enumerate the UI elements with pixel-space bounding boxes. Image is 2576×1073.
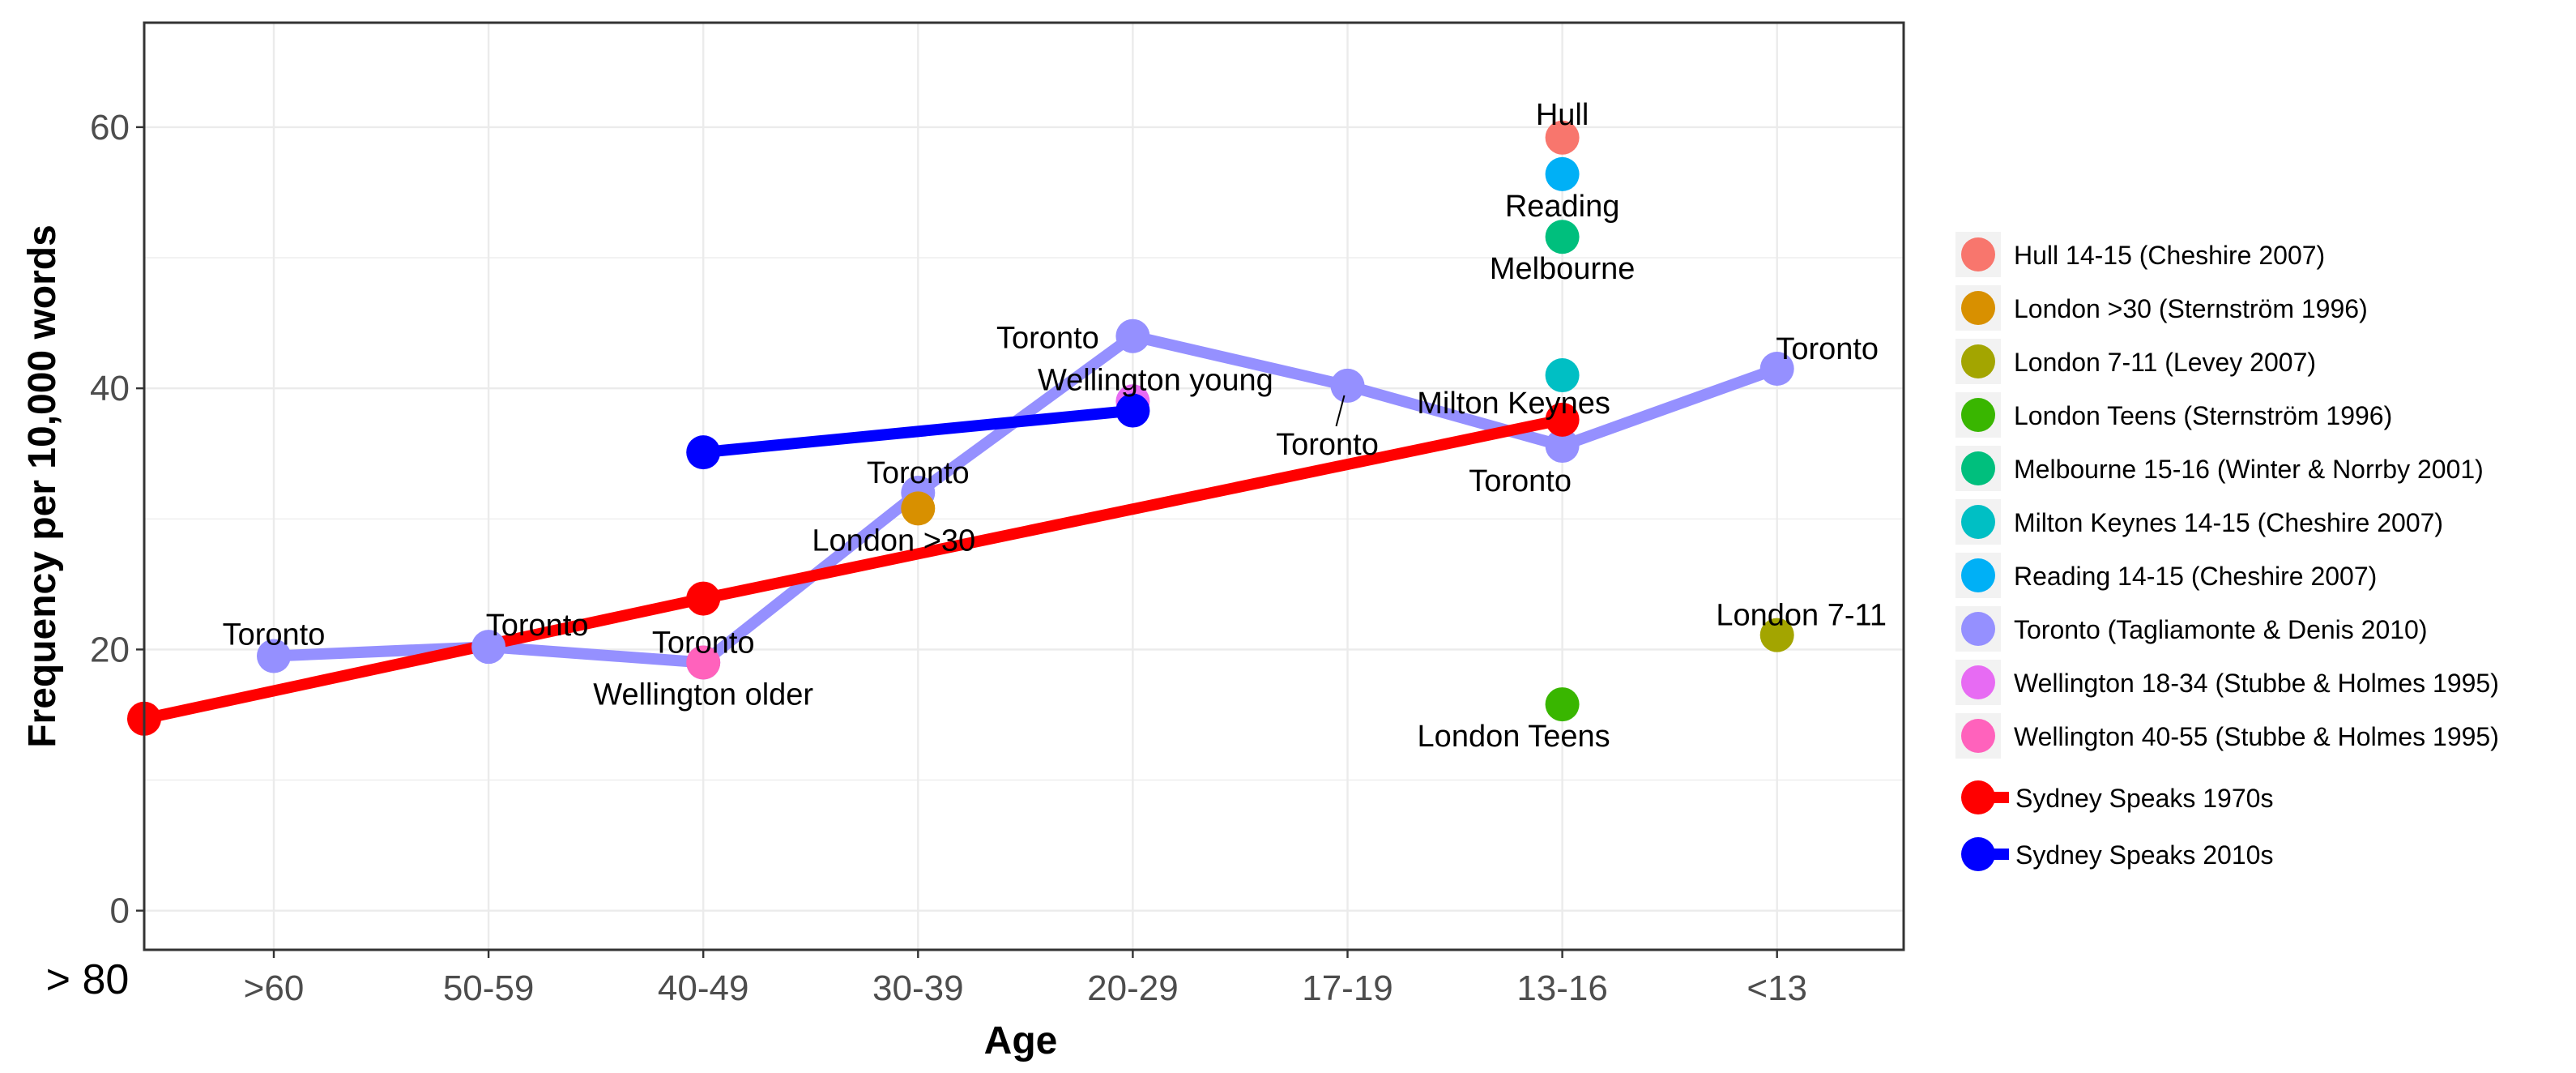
x-first-label: > 80 bbox=[46, 956, 130, 1003]
legend-label: Sydney Speaks 2010s bbox=[2015, 840, 2273, 870]
y-tick-label: 60 bbox=[90, 108, 130, 147]
x-tick-label: 20-29 bbox=[1087, 968, 1179, 1008]
point-label: London Teens bbox=[1418, 720, 1610, 754]
plot-border bbox=[143, 21, 1905, 951]
legend-key-milton-keynes-14-15-cheshire-2007 bbox=[1961, 505, 1995, 539]
point-milton-keynes-14-15-cheshire-2007 bbox=[1545, 358, 1580, 393]
point-label: Reading bbox=[1505, 190, 1620, 224]
point-london-7-11-levey-2007 bbox=[1759, 618, 1794, 652]
point-label: Toronto bbox=[996, 322, 1099, 356]
legend-key-sydney-speaks-1970s bbox=[1961, 780, 1995, 814]
point-wellington-40-55-stubbe-holmes-1995 bbox=[686, 645, 721, 680]
x-axis-ticks: >60 50-59 40-49 30-39 20-29 17-19 13-16 <13 bbox=[244, 950, 1807, 1008]
point-london-teens-sternstr-m-1996 bbox=[1545, 687, 1580, 722]
x-axis-title: Age bbox=[984, 1020, 1058, 1062]
point-melbourne-15-16-winter-norrby-2001 bbox=[1545, 220, 1580, 254]
point-label: Wellington young bbox=[1038, 363, 1273, 397]
legend-key-reading-14-15-cheshire-2007 bbox=[1961, 558, 1995, 592]
point-labels: Toronto Toronto Toronto Toronto Toronto Toron… bbox=[223, 98, 1887, 754]
point-label: Wellington older bbox=[593, 678, 813, 712]
legend-key-toronto-tagliamonte-denis-2010 bbox=[1961, 612, 1995, 646]
point-sydney-speaks-1970s bbox=[1545, 402, 1580, 437]
point-label: Toronto bbox=[1276, 428, 1379, 462]
y-axis-ticks: 0 20 40 60 bbox=[90, 108, 144, 931]
x-tick-label: 30-39 bbox=[872, 968, 964, 1008]
point-toronto-tagliamonte-denis-2010 bbox=[1115, 318, 1150, 353]
legend-label: London 7-11 (Levey 2007) bbox=[2014, 348, 2316, 377]
toronto-line bbox=[273, 330, 1780, 669]
legend-label: London Teens (Sternström 1996) bbox=[2014, 401, 2392, 430]
legend-key-sydney-speaks-2010s bbox=[1961, 837, 1995, 871]
y-tick-label: 0 bbox=[110, 891, 130, 931]
legend-key-wellington-18-34-stubbe-holmes-1995 bbox=[1961, 665, 1995, 699]
x-tick-label: 50-59 bbox=[443, 968, 535, 1008]
legend-label: Wellington 40-55 (Stubbe & Holmes 1995) bbox=[2014, 722, 2499, 751]
point-reading-14-15-cheshire-2007 bbox=[1545, 156, 1580, 191]
point-toronto-tagliamonte-denis-2010 bbox=[1759, 351, 1794, 386]
point-label: Toronto bbox=[1776, 332, 1879, 366]
legend-label: Wellington 18-34 (Stubbe & Holmes 1995) bbox=[2014, 669, 2499, 698]
point-label: Milton Keynes bbox=[1417, 387, 1610, 421]
point-label: Toronto bbox=[1469, 464, 1572, 498]
legend: Hull 14-15 (Cheshire 2007) London >30 (St… bbox=[1955, 232, 2499, 871]
legend-label: Reading 14-15 (Cheshire 2007) bbox=[2014, 562, 2377, 591]
point-hull-14-15-cheshire-2007 bbox=[1545, 120, 1580, 155]
legend-key-hull-14-15-cheshire-2007 bbox=[1961, 237, 1995, 271]
x-tick-label: 17-19 bbox=[1302, 968, 1393, 1008]
point-toronto-tagliamonte-denis-2010 bbox=[257, 639, 291, 673]
point-label: Toronto bbox=[223, 618, 326, 652]
plot-panel bbox=[144, 23, 1904, 950]
points bbox=[127, 120, 1794, 736]
legend-label: Sydney Speaks 1970s bbox=[2015, 784, 2273, 813]
point-sydney-speaks-2010s bbox=[1115, 393, 1150, 428]
point-label: Hull bbox=[1536, 98, 1589, 132]
point-sydney-speaks-2010s bbox=[686, 435, 721, 470]
legend-key-london-30-sternstr-m-1996 bbox=[1961, 291, 1995, 325]
legend-label: Melbourne 15-16 (Winter & Norrby 2001) bbox=[2014, 455, 2484, 484]
point-toronto-tagliamonte-denis-2010 bbox=[1330, 368, 1365, 403]
x-tick-label: 13-16 bbox=[1516, 968, 1608, 1008]
legend-key-melbourne-15-16-winter-norrby-2001 bbox=[1961, 451, 1995, 485]
legend-label: Hull 14-15 (Cheshire 2007) bbox=[2014, 241, 2325, 270]
point-label: Toronto bbox=[867, 456, 970, 490]
y-axis-title: Frequency per 10,000 words bbox=[21, 224, 64, 748]
x-tick-label: >60 bbox=[244, 968, 305, 1008]
y-tick-label: 40 bbox=[90, 369, 130, 408]
legend-label: Milton Keynes 14-15 (Cheshire 2007) bbox=[2014, 508, 2443, 537]
point-label: Toronto bbox=[652, 626, 755, 660]
legend-key-london-teens-sternstr-m-1996 bbox=[1961, 398, 1995, 432]
x-tick-label: 40-49 bbox=[658, 968, 749, 1008]
legend-key-london-7-11-levey-2007 bbox=[1961, 344, 1995, 378]
point-london-30-sternstr-m-1996 bbox=[901, 491, 936, 526]
point-label: London >30 bbox=[812, 524, 975, 558]
legend-label: London >30 (Sternström 1996) bbox=[2014, 294, 2368, 323]
point-label: Melbourne bbox=[1490, 252, 1636, 286]
point-label: London 7-11 bbox=[1716, 599, 1887, 633]
legend-key-wellington-40-55-stubbe-holmes-1995 bbox=[1961, 719, 1995, 753]
point-toronto-tagliamonte-denis-2010 bbox=[1545, 429, 1580, 464]
y-tick-label: 20 bbox=[90, 630, 130, 669]
legend-label: Toronto (Tagliamonte & Denis 2010) bbox=[2014, 615, 2428, 644]
point-sydney-speaks-1970s bbox=[686, 581, 721, 616]
point-label: Toronto bbox=[486, 609, 589, 643]
label-leader-line bbox=[1335, 395, 1346, 427]
x-tick-label: <13 bbox=[1746, 968, 1807, 1008]
point-toronto-tagliamonte-denis-2010 bbox=[471, 630, 506, 665]
line-sydney-speaks-2010s bbox=[702, 404, 1134, 459]
